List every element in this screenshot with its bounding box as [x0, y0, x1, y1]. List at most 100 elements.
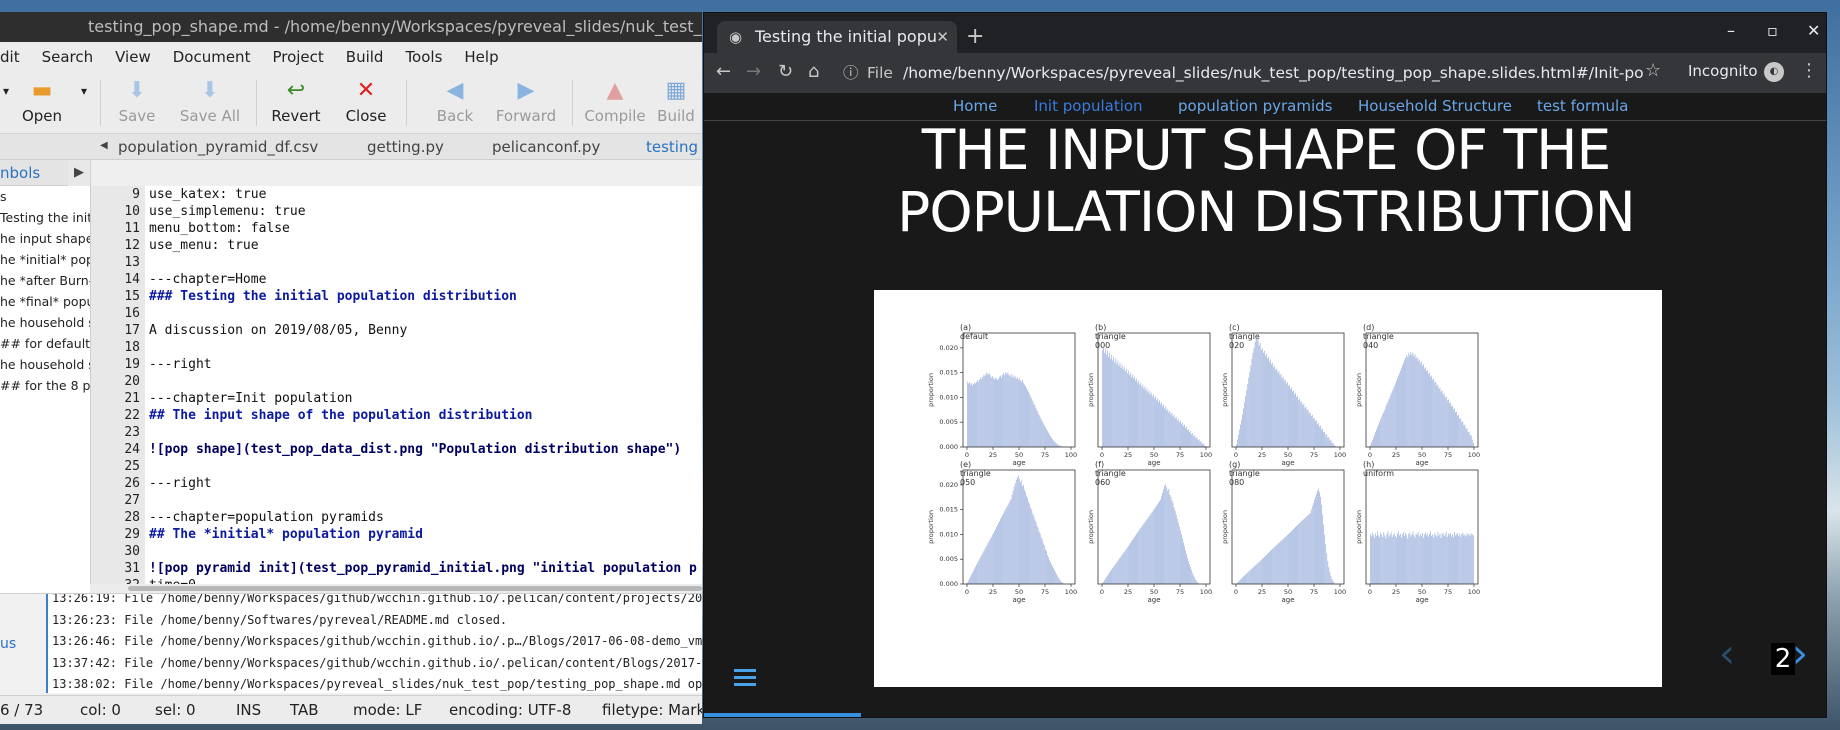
symbol-item[interactable]: ## for the 8 po [0, 378, 91, 393]
sidebar-arrow-icon[interactable]: ▶ [68, 160, 90, 186]
horizontal-scrollbar[interactable] [90, 584, 702, 593]
maximize-icon[interactable]: ▫ [1767, 21, 1778, 40]
minimize-icon[interactable]: – [1727, 21, 1735, 40]
symbols-tab[interactable]: nbols ▶ [0, 160, 90, 186]
bar [1177, 522, 1179, 584]
menu-document[interactable]: Document [172, 48, 251, 66]
bar [1157, 504, 1158, 584]
code-line: time=0 [149, 577, 702, 584]
new-dropdown-button[interactable]: ▾ [2, 84, 10, 98]
bar [1396, 380, 1397, 447]
status-tab[interactable]: us [0, 594, 48, 693]
tab-testing[interactable]: testing [646, 138, 699, 156]
symbol-item[interactable]: he household st [0, 315, 91, 330]
open-button[interactable]: ▬ Open [18, 72, 66, 134]
bar [1426, 535, 1427, 584]
symbol-item[interactable]: he household st [0, 357, 91, 372]
bar [1152, 510, 1154, 584]
menu-edit[interactable]: dit [0, 48, 20, 66]
bar [1189, 564, 1190, 584]
code-editor[interactable]: use_katex: true use_simplemenu: true menu_… [145, 186, 702, 584]
bar [1154, 398, 1155, 447]
bar [1122, 369, 1124, 447]
nav-household-structure[interactable]: Household Structure [1358, 97, 1512, 115]
reload-icon[interactable]: ↻ [778, 61, 794, 82]
bar [1320, 496, 1321, 584]
open-dropdown-button[interactable]: ▾ [80, 84, 88, 98]
chevron-left-icon[interactable]: ‹ [1719, 631, 1735, 677]
symbol-item[interactable]: he *final* popu [0, 294, 91, 309]
slide-menu: Home Init population population pyramids… [704, 93, 1826, 121]
menu-build[interactable]: Build [345, 48, 384, 66]
bar [1172, 416, 1174, 447]
bar [1157, 398, 1158, 447]
tab-pelicanconf-py[interactable]: pelicanconf.py [492, 138, 601, 156]
info-icon[interactable]: ⓘ [843, 64, 859, 82]
bar [1190, 567, 1192, 584]
home-icon[interactable]: ⌂ [808, 61, 820, 82]
line-number: 21 [124, 391, 140, 406]
symbol-item[interactable]: ## for default i [0, 336, 91, 351]
bar [1401, 367, 1402, 447]
address-bar[interactable]: ⓘ File /home/benny/Workspaces/pyreveal_s… [843, 58, 1643, 88]
close-tab-icon[interactable]: ✕ [936, 28, 949, 46]
bar [1269, 551, 1270, 584]
hamburger-icon[interactable] [734, 669, 756, 687]
forward-arrow-icon[interactable]: → [746, 61, 762, 82]
nav-init-population[interactable]: Init population [1034, 97, 1143, 115]
status-ins: INS [236, 701, 262, 719]
save-button[interactable]: ⬇ Save [112, 72, 162, 134]
window-close-icon[interactable]: ✕ [1807, 21, 1821, 40]
bar [1432, 379, 1434, 447]
bar [1420, 361, 1422, 447]
bar [1161, 496, 1162, 584]
bar [1176, 420, 1178, 447]
browser-tab[interactable]: ◉ Testing the initial popu ✕ [717, 21, 957, 53]
compile-button[interactable]: ▲ Compile [584, 78, 646, 125]
build-button[interactable]: ▦ Build [654, 72, 698, 134]
code-line [149, 305, 702, 322]
symbol-item[interactable]: he *after Burn-I [0, 273, 91, 288]
bar [1469, 535, 1471, 584]
save-all-button[interactable]: ⬇ Save All [174, 72, 246, 134]
nav-home[interactable]: Home [953, 97, 998, 115]
bar [1170, 496, 1172, 584]
nav-population-pyramids[interactable]: population pyramids [1178, 97, 1333, 115]
kebab-menu-icon[interactable]: ⋮ [1800, 60, 1818, 81]
bar [1462, 532, 1464, 584]
x-tick-label: 0 [1368, 451, 1372, 459]
bar [1260, 349, 1262, 447]
incognito-icon[interactable]: ◐ [1764, 62, 1784, 82]
forward-button[interactable]: ▶ Forward [495, 78, 557, 125]
plus-icon[interactable]: + [966, 24, 985, 49]
back-arrow-icon[interactable]: ← [716, 61, 732, 82]
bar [1043, 425, 1045, 447]
tabs-scroll-left-icon[interactable]: ◀ [100, 140, 108, 151]
symbol-item[interactable]: s [0, 189, 7, 204]
bar [1052, 566, 1053, 584]
code-line: ![pop pyramid init](test_pop_pyramid_ini… [149, 561, 697, 576]
menu-tools[interactable]: Tools [405, 48, 443, 66]
tab-getting-py[interactable]: getting.py [367, 138, 444, 156]
symbol-item[interactable]: he input shape [0, 231, 91, 246]
star-icon[interactable]: ☆ [1645, 60, 1662, 81]
menu-view[interactable]: View [115, 48, 151, 66]
menu-help[interactable]: Help [464, 48, 499, 66]
menu-project[interactable]: Project [272, 48, 324, 66]
bar [967, 582, 968, 584]
bar [967, 381, 968, 447]
code-line: ---right [149, 357, 212, 372]
chevron-right-icon[interactable]: › [1792, 631, 1808, 677]
menu-search[interactable]: Search [41, 48, 94, 66]
symbol-item[interactable]: Testing the init [0, 210, 91, 225]
symbol-item[interactable]: he *initial* popu [0, 252, 90, 267]
tab-population-pyramid-df[interactable]: population_pyramid_df.csv [118, 138, 319, 156]
bar [1465, 536, 1467, 584]
nav-test-formula[interactable]: test formula [1537, 97, 1629, 115]
bar [1103, 346, 1104, 447]
back-button[interactable]: ◀ Back [428, 72, 482, 134]
bar [1007, 505, 1009, 584]
close-button[interactable]: ✕ Close [342, 72, 390, 134]
bar [1172, 502, 1174, 584]
revert-button[interactable]: ↩ Revert [268, 72, 324, 134]
